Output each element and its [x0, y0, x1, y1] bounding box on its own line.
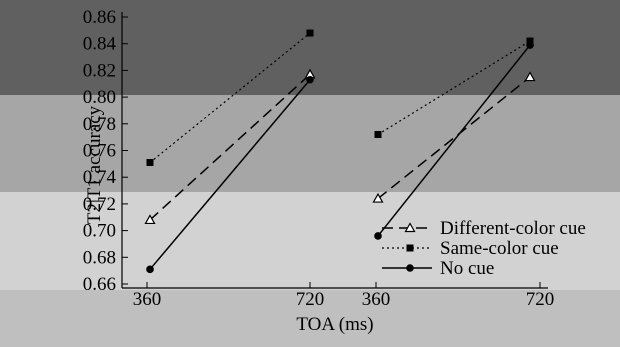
y-tick-label: 0.80 — [83, 87, 116, 108]
data-point-different-color-cue — [524, 71, 536, 82]
legend-marker-no-cue — [406, 264, 414, 272]
y-tick-label: 0.76 — [83, 141, 116, 162]
y-tick-label: 0.82 — [83, 60, 116, 81]
background-band — [0, 192, 620, 290]
data-point-no-cue — [306, 75, 314, 84]
legend-marker-same-color-cue — [406, 244, 414, 252]
series-line-different-color-cue — [149, 73, 311, 221]
series-lines — [149, 32, 531, 270]
legend-label-different-color-cue: Different-color cue — [440, 218, 586, 239]
data-point-different-color-cue — [144, 214, 156, 225]
background-band — [0, 290, 620, 347]
series-line-different-color-cue — [377, 76, 531, 200]
data-point-same-color-cue — [374, 130, 382, 138]
background-band — [0, 95, 620, 192]
x-tick-label: 720 — [526, 289, 555, 310]
y-axis-label: T2|T1 accuracy — [84, 105, 105, 224]
x-tick-label: 360 — [362, 289, 391, 310]
data-point-same-color-cue — [526, 37, 534, 45]
data-point-same-color-cue — [306, 29, 314, 37]
legend-label-no-cue: No cue — [440, 258, 494, 279]
data-point-no-cue — [146, 265, 154, 274]
y-tick-label: 0.72 — [83, 194, 116, 215]
series-line-no-cue — [149, 79, 311, 270]
y-tick-label: 0.78 — [83, 114, 116, 135]
x-tick-label: 360 — [133, 289, 162, 310]
legend-marker-different-color-cue — [404, 222, 416, 233]
series-line-no-cue — [377, 44, 531, 237]
x-ticks: 360 720 360 720 — [133, 282, 555, 310]
x-axis-label: TOA (ms) — [296, 314, 373, 335]
y-tick-label: 0.84 — [83, 34, 117, 55]
series-markers — [144, 29, 536, 274]
x-tick-label: 720 — [296, 289, 325, 310]
legend-label-same-color-cue: Same-color cue — [440, 238, 559, 259]
series-line-same-color-cue — [149, 32, 311, 163]
data-point-different-color-cue — [372, 192, 384, 203]
data-point-no-cue — [526, 41, 534, 49]
y-tick-label: 0.66 — [83, 274, 116, 295]
data-point-same-color-cue — [146, 159, 154, 167]
y-tick-label: 0.74 — [83, 167, 117, 188]
y-tick-label: 0.70 — [83, 221, 116, 242]
y-tick-label: 0.68 — [83, 247, 116, 268]
y-tick-label: 0.86 — [83, 7, 116, 28]
y-ticks: 0.66 0.68 0.70 0.72 0.74 0.76 0.78 0.80 0.82 0.84… — [83, 7, 128, 295]
data-point-no-cue — [374, 232, 382, 240]
